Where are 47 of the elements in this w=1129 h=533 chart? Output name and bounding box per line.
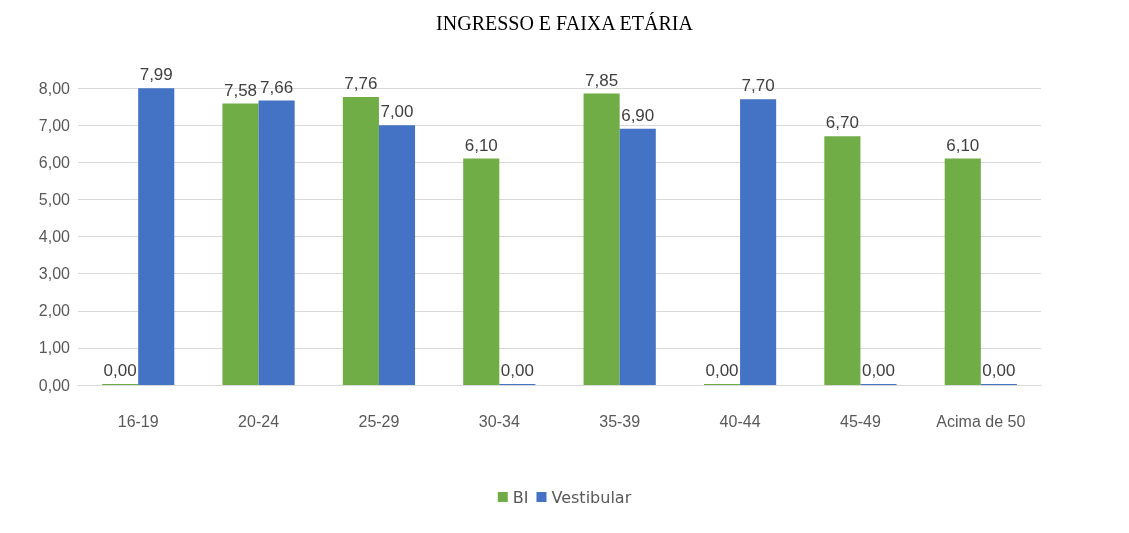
y-tick-label: 8,00 — [38, 79, 71, 97]
data-label: 6,70 — [825, 113, 859, 133]
bar — [944, 158, 981, 385]
bar — [342, 96, 379, 385]
data-label: 0,00 — [982, 361, 1016, 380]
x-tick-label: Acima de 50 — [936, 412, 1026, 430]
data-label: 7,70 — [741, 76, 775, 96]
legend-label: Vestibular — [551, 487, 632, 507]
data-label: 7,58 — [223, 80, 258, 100]
data-label: 0,00 — [500, 361, 534, 380]
bar — [138, 88, 175, 385]
data-label: 0,00 — [705, 361, 739, 380]
x-tick-label: 30-34 — [478, 412, 520, 430]
data-label: 7,00 — [380, 102, 414, 122]
data-label: 6,10 — [464, 135, 498, 155]
chart-title: INGRESSO E FAIXA ETÁRIA — [436, 12, 694, 34]
data-label: 7,76 — [344, 73, 378, 93]
bar — [378, 125, 416, 385]
data-label: 7,66 — [260, 77, 294, 97]
x-tick-label: 20-24 — [238, 412, 280, 430]
data-label: 7,99 — [139, 65, 173, 85]
data-label: 7,85 — [585, 70, 619, 90]
y-tick-label: 5,00 — [38, 190, 71, 208]
x-tick-label: 25-29 — [358, 412, 400, 430]
data-label: 6,10 — [946, 135, 980, 155]
y-tick-label: 3,00 — [38, 265, 71, 283]
data-label: 0,00 — [861, 361, 896, 380]
y-tick-label: 6,00 — [38, 153, 71, 171]
y-tick-label: 4,00 — [38, 228, 71, 245]
x-tick-label: 16-19 — [117, 412, 159, 430]
data-label: 0,00 — [103, 361, 137, 380]
x-tick-label: 35-39 — [599, 412, 641, 430]
y-tick-label: 0,00 — [38, 376, 71, 394]
bar — [463, 158, 500, 385]
bar — [258, 100, 295, 385]
legend-label: BI — [512, 487, 529, 507]
y-tick-label: 7,00 — [38, 116, 71, 134]
data-label: 6,90 — [621, 105, 655, 125]
bar — [619, 128, 656, 385]
y-tick-label: 2,00 — [38, 302, 71, 320]
bar — [583, 93, 620, 385]
y-tick-label: 1,00 — [38, 339, 71, 357]
bar — [222, 103, 259, 385]
x-tick-label: 40-44 — [719, 412, 761, 430]
bar — [824, 136, 861, 385]
x-tick-label: 45-49 — [839, 412, 881, 430]
bar — [740, 99, 777, 385]
